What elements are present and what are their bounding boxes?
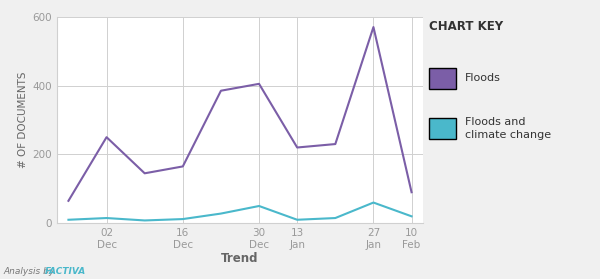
X-axis label: Trend: Trend bbox=[221, 252, 259, 265]
Text: Floods: Floods bbox=[465, 73, 501, 83]
Text: Analysis by: Analysis by bbox=[3, 267, 57, 276]
Text: CHART KEY: CHART KEY bbox=[429, 20, 503, 33]
Y-axis label: # OF DOCUMENTS: # OF DOCUMENTS bbox=[19, 72, 28, 168]
Text: FACTIVA: FACTIVA bbox=[45, 267, 86, 276]
Text: Floods and
climate change: Floods and climate change bbox=[465, 117, 551, 140]
